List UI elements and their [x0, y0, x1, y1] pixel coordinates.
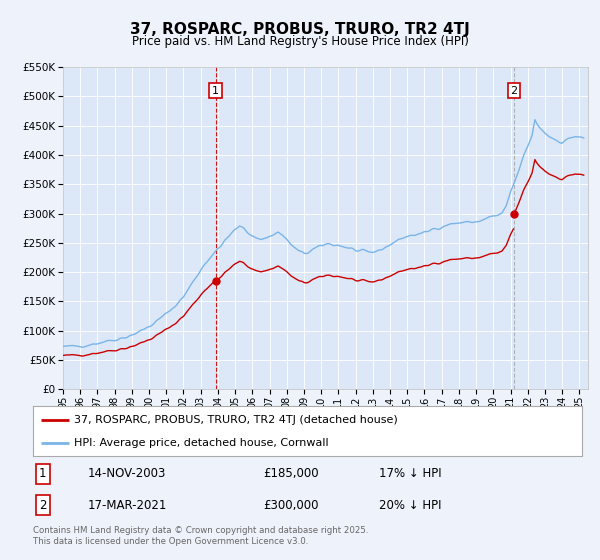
- Text: £185,000: £185,000: [263, 468, 319, 480]
- Text: 37, ROSPARC, PROBUS, TRURO, TR2 4TJ: 37, ROSPARC, PROBUS, TRURO, TR2 4TJ: [130, 22, 470, 38]
- Text: HPI: Average price, detached house, Cornwall: HPI: Average price, detached house, Corn…: [74, 438, 329, 448]
- Text: 37, ROSPARC, PROBUS, TRURO, TR2 4TJ (detached house): 37, ROSPARC, PROBUS, TRURO, TR2 4TJ (det…: [74, 414, 398, 424]
- Text: 2: 2: [511, 86, 518, 96]
- Text: Price paid vs. HM Land Registry's House Price Index (HPI): Price paid vs. HM Land Registry's House …: [131, 35, 469, 48]
- Text: 17% ↓ HPI: 17% ↓ HPI: [379, 468, 442, 480]
- Text: 20% ↓ HPI: 20% ↓ HPI: [379, 498, 442, 512]
- Text: Contains HM Land Registry data © Crown copyright and database right 2025.
This d: Contains HM Land Registry data © Crown c…: [33, 526, 368, 546]
- Text: 2: 2: [39, 498, 47, 512]
- Text: 14-NOV-2003: 14-NOV-2003: [88, 468, 166, 480]
- Text: 17-MAR-2021: 17-MAR-2021: [88, 498, 167, 512]
- Text: 1: 1: [212, 86, 219, 96]
- Text: 1: 1: [39, 468, 47, 480]
- Text: £300,000: £300,000: [263, 498, 319, 512]
